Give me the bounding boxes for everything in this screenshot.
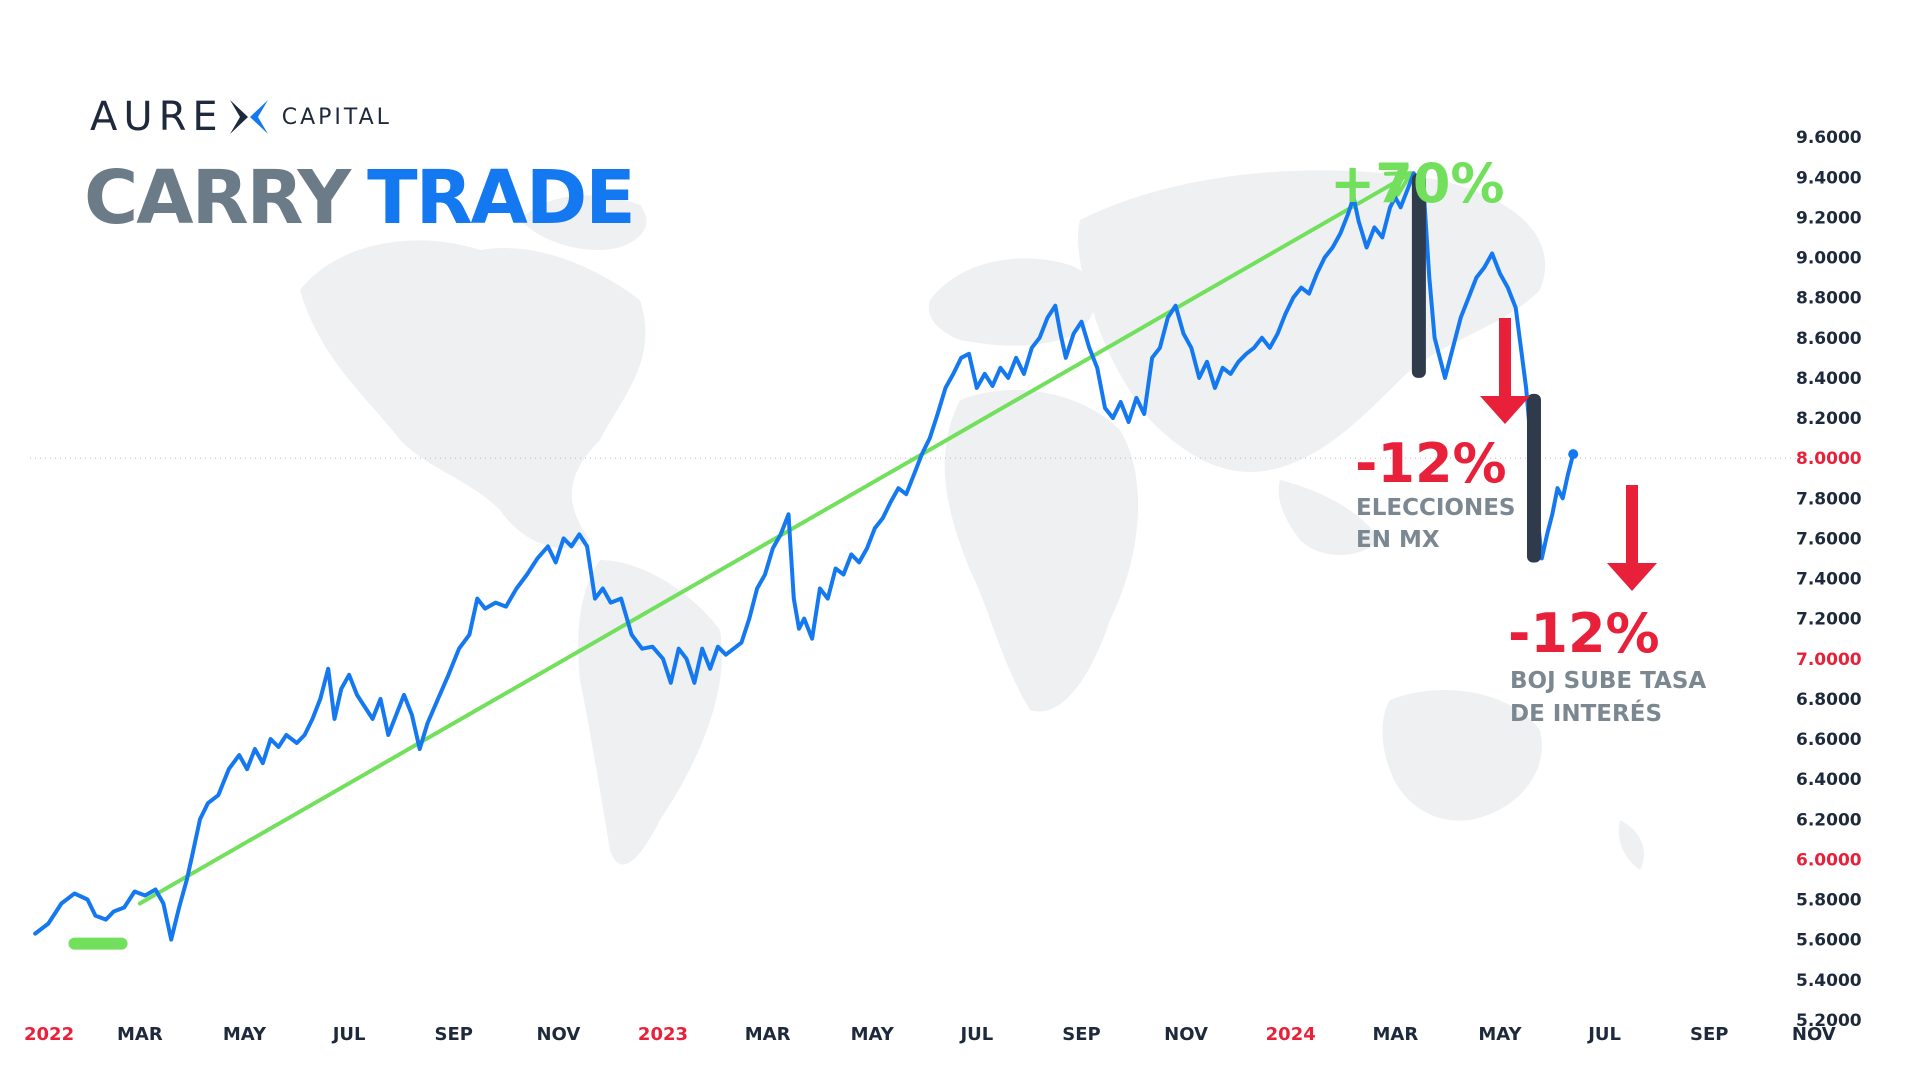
x-tick-label: JUL [331,1024,366,1045]
y-tick-label: 5.8000 [1796,891,1862,911]
y-tick-label: 7.2000 [1796,610,1862,630]
brand-name: AURE [90,94,224,140]
gain-annotation: +70% [1330,152,1505,215]
y-tick-label: 8.8000 [1796,289,1862,309]
gain-label: +70% [1330,152,1505,215]
drop2-pct: -12% [1508,602,1660,665]
x-tick-label: NOV [536,1024,580,1045]
x-tick-label: 2022 [24,1024,74,1045]
y-tick-label: 5.6000 [1796,931,1862,951]
x-tick-label: JUL [1586,1024,1621,1045]
y-tick-label: 7.0000 [1796,650,1862,670]
drop1-line2: EN MX [1356,527,1440,553]
trend-line [137,171,1414,906]
y-tick-label: 8.0000 [1796,449,1862,469]
title-part2: TRADE [367,155,636,241]
y-tick-label: 9.0000 [1796,249,1862,269]
drop2-annotation: -12% BOJ SUBE TASA DE INTERÉS [1508,485,1706,727]
x-tick-label: MAR [745,1024,791,1045]
title-part1: CARRY [84,155,351,241]
down-arrow-icon [1607,485,1657,591]
y-tick-label: 6.0000 [1796,850,1862,870]
x-mark-icon [229,100,268,134]
x-tick-label: NOV [1164,1024,1208,1045]
x-tick-label: JUL [958,1024,993,1045]
y-tick-label: 9.6000 [1796,128,1862,148]
trend-arrowhead [1383,171,1414,197]
y-axis: 9.6000 9.4000 9.2000 9.0000 8.8000 8.6000 8.40… [1796,128,1862,1031]
x-tick-label: SEP [1690,1024,1728,1045]
y-tick-label: 6.6000 [1796,730,1862,750]
y-tick-label: 6.4000 [1796,770,1862,790]
y-tick-label: 8.6000 [1796,329,1862,349]
x-tick-label: MAY [1478,1024,1522,1045]
drop-bar [1526,393,1541,563]
y-tick-label: 5.4000 [1796,971,1862,991]
series-end-point [1568,449,1579,460]
series-line [33,171,1579,942]
y-tick-label: 6.2000 [1796,810,1862,830]
x-tick-label: NOV [1792,1024,1836,1045]
x-tick-label: MAY [851,1024,895,1045]
y-tick-label: 8.2000 [1796,409,1862,429]
y-tick-label: 6.8000 [1796,690,1862,710]
x-tick-label: SEP [435,1024,473,1045]
y-tick-label: 9.4000 [1796,168,1862,188]
drop2-line1: BOJ SUBE TASA [1510,668,1706,694]
series-path [33,171,1576,942]
drop2-line2: DE INTERÉS [1510,699,1662,727]
brand-logo: AURE CAPITAL [90,92,392,142]
trend-line-segment [137,171,1414,906]
drop-bar [1411,173,1426,378]
drop1-annotation: -12% ELECCIONES EN MX [1355,318,1530,553]
drop1-line1: ELECCIONES [1356,495,1515,521]
x-tick-label: MAR [1372,1024,1418,1045]
x-tick-label: MAY [223,1024,267,1045]
y-tick-label: 7.6000 [1796,529,1862,549]
y-tick-label: 9.2000 [1796,208,1862,228]
x-axis: 2022 MAR MAY JUL SEP NOV 2023 MAR MAY JUL SEP NOV 20… [24,1024,1836,1045]
page-title: CARRY TRADE [84,155,636,241]
x-tick-label: SEP [1062,1024,1100,1045]
x-tick-label: MAR [117,1024,163,1045]
y-tick-label: 8.4000 [1796,369,1862,389]
x-tick-label: 2024 [1266,1024,1316,1045]
drop1-pct: -12% [1355,432,1507,495]
brand-subtitle: CAPITAL [281,104,392,130]
drop-bars [1411,173,1541,563]
world-map-background [300,170,1644,870]
x-tick-label: 2023 [638,1024,688,1045]
y-tick-label: 7.4000 [1796,570,1862,590]
y-tick-label: 7.8000 [1796,489,1862,509]
y-tick-label: 5.2000 [1796,1011,1862,1031]
down-arrow-icon [1480,318,1530,424]
